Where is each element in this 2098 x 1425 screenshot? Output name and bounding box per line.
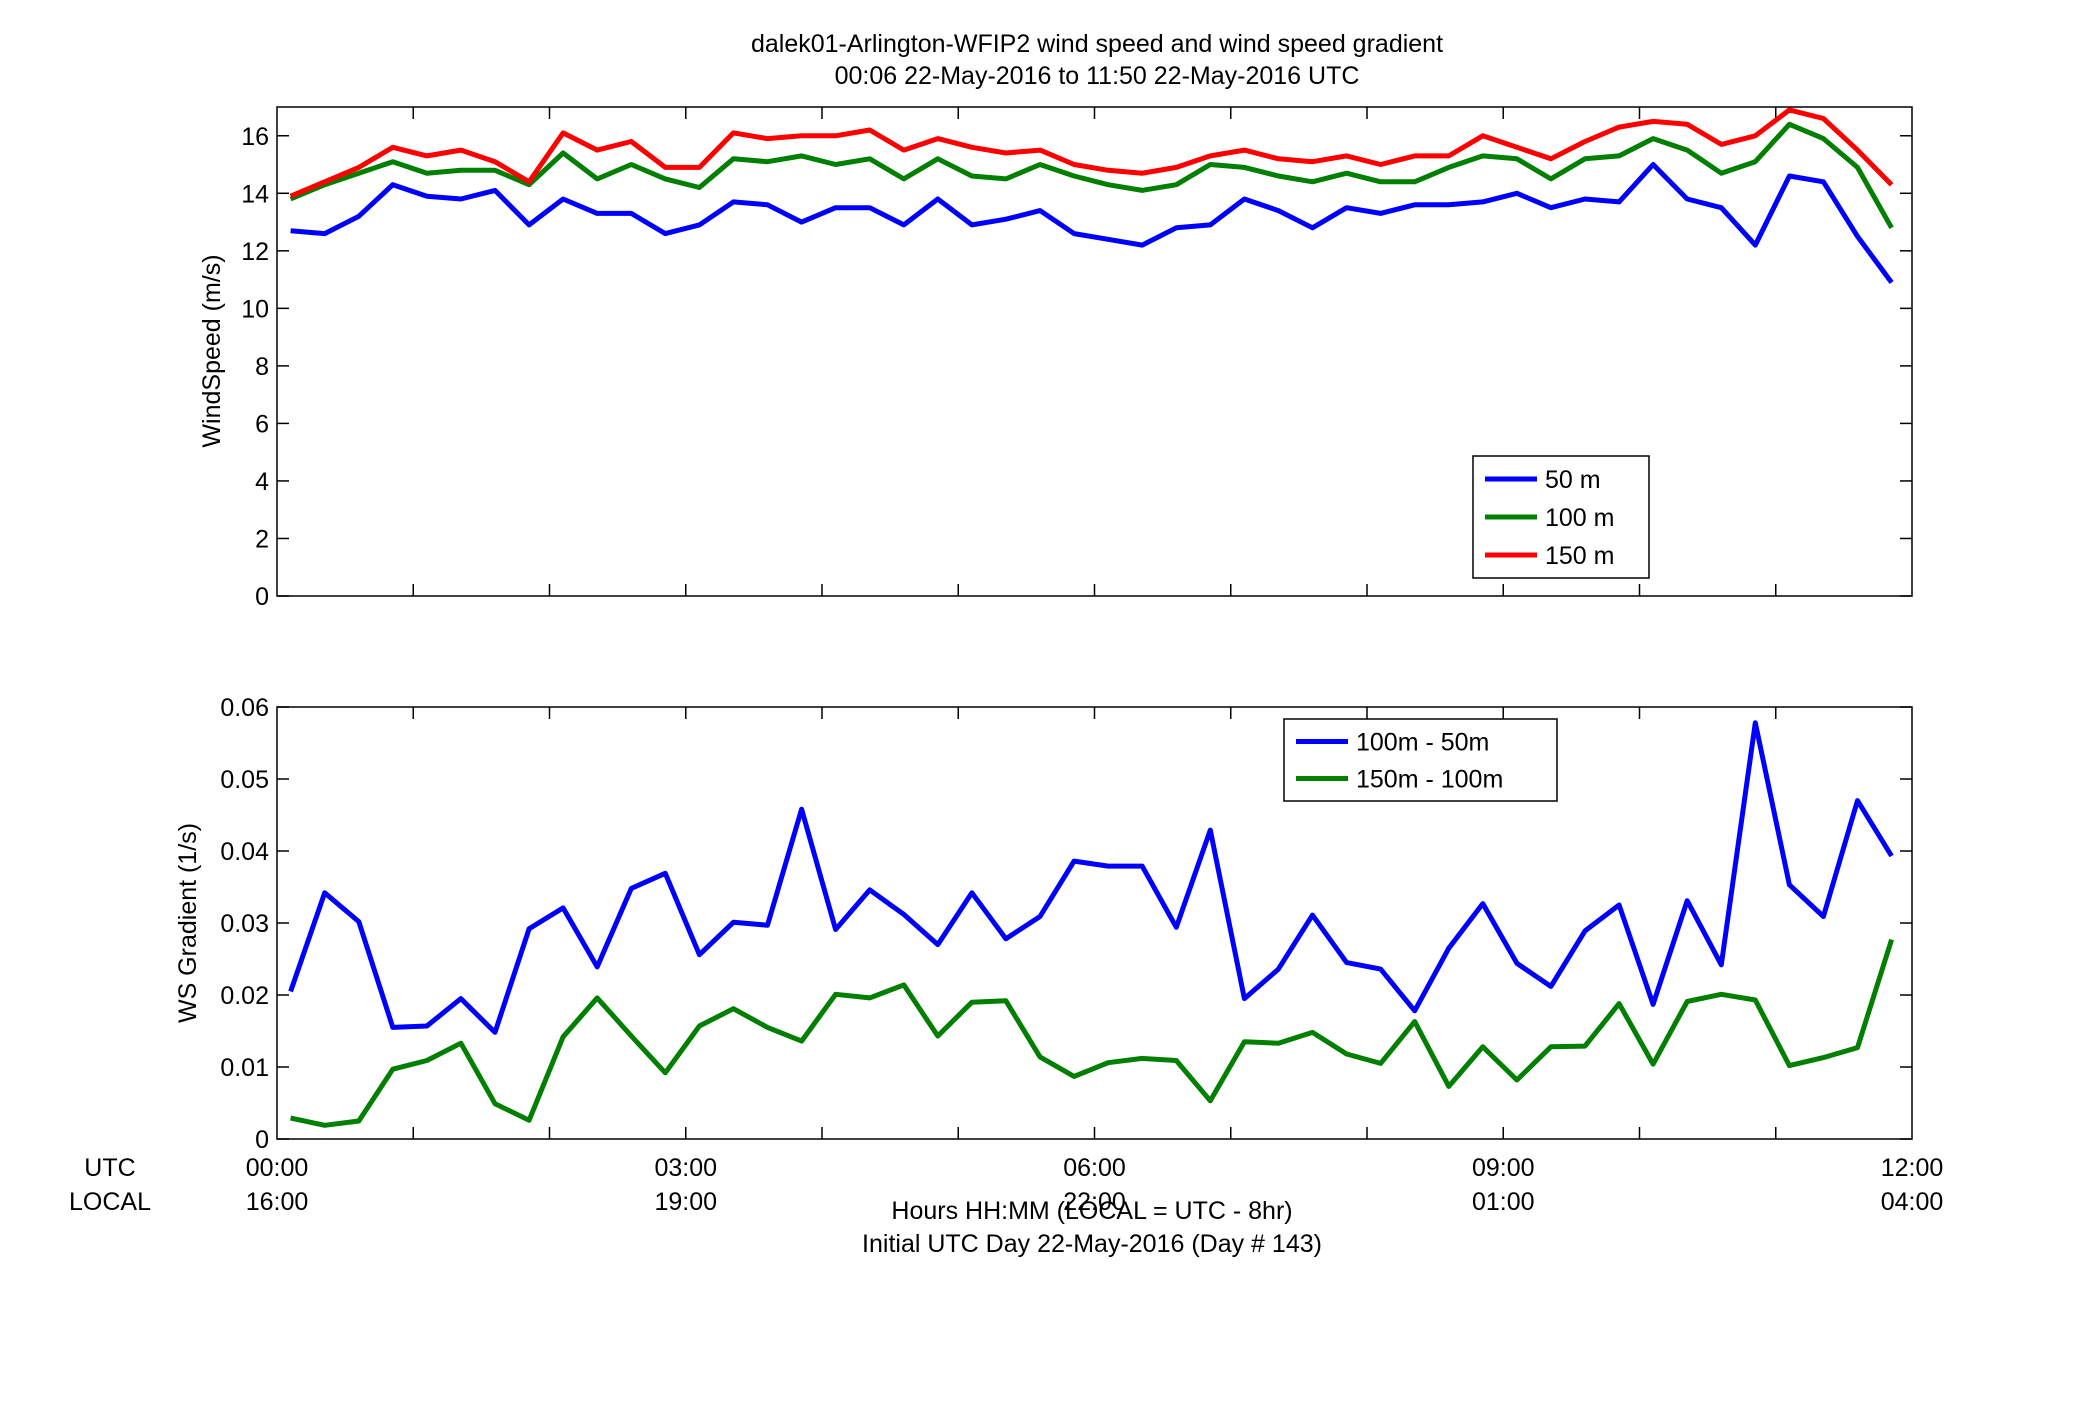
x-tick-label-local: 04:00 [1881,1188,1944,1216]
gradient-ytick-label: 0 [255,1126,269,1154]
gradient-ytick-label: 0.03 [220,910,269,938]
gradient-ytick-label: 0.04 [220,838,269,866]
windspeed-legend-label-150-m: 150 m [1545,542,1614,570]
windspeed-series-100-m [289,121,1894,230]
x-tick-label-utc: 03:00 [654,1154,717,1182]
windspeed-ytick-label: 2 [255,525,269,553]
x-axis-label-line2: Initial UTC Day 22-May-2016 (Day # 143) [862,1230,1322,1258]
gradient-ytick-label: 0.06 [220,694,269,722]
utc-row-label: UTC [84,1154,135,1182]
gradient-plot-frame [276,706,1913,1140]
gradient-ytick-label: 0.05 [220,766,269,794]
gradient-ticks: 0 0.01 0.02 0.03 0.04 0.05 0.06 [220,694,1912,1154]
windspeed-ytick-label: 6 [255,410,269,438]
x-tick-label-utc: 12:00 [1881,1154,1944,1182]
windspeed-ticks: 0 2 4 6 8 10 12 14 16 [241,107,1912,611]
gradient-y-axis-label: WS Gradient (1/s) [174,823,202,1023]
x-axis-label-line1: Hours HH:MM (LOCAL = UTC - 8hr) [891,1197,1292,1225]
windspeed-y-axis-label: WindSpeed (m/s) [198,254,226,447]
windspeed-legend-label-50-m: 50 m [1545,466,1601,494]
local-row-label: LOCAL [69,1188,151,1216]
windspeed-series-50-m [290,162,1894,284]
gradient-legend-label-150m-100m: 150m - 100m [1356,766,1503,794]
windspeed-ytick-label: 16 [241,123,269,151]
gradient-ytick-label: 0.02 [220,982,269,1010]
gradient-legend: 100m - 50m 150m - 100m [1283,718,1558,802]
gradient-ytick-label: 0.01 [220,1054,269,1082]
windspeed-legend: 50 m 100 m 150 m [1472,455,1650,579]
chart-title-line2: 00:06 22-May-2016 to 11:50 22-May-2016 U… [835,62,1360,90]
windspeed-ytick-label: 12 [241,238,269,266]
windspeed-ytick-label: 4 [255,468,269,496]
x-tick-label-local: 22:00 [1063,1188,1126,1216]
windspeed-legend-label-100-m: 100 m [1545,504,1614,532]
gradient-series-100m-50m [288,720,1894,1035]
windspeed-panel: 0 2 4 6 8 10 12 14 16 WindSpeed (m/s) 50 m 100 m 1… [198,106,1913,611]
x-tick-labels: 00:00 16:00 03:00 19:00 06:00 22:00 09:00 01:00… [246,1154,1944,1216]
x-tick-label-utc: 09:00 [1472,1154,1535,1182]
chart-title-line1: dalek01-Arlington-WFIP2 wind speed and w… [751,30,1443,58]
gradient-series-lines [288,720,1894,1128]
windspeed-ytick-label: 10 [241,295,269,323]
windspeed-ytick-label: 8 [255,353,269,381]
x-tick-label-local: 19:00 [654,1188,717,1216]
gradient-panel: 0 0.01 0.02 0.03 0.04 0.05 0.06 WS Gradient (1… [174,694,1913,1154]
gradient-legend-label-100m-50m: 100m - 50m [1356,729,1489,757]
x-tick-label-local: 16:00 [246,1188,309,1216]
windspeed-ytick-label: 0 [255,583,269,611]
x-tick-label-local: 01:00 [1472,1188,1535,1216]
windspeed-series-lines [289,107,1894,284]
gradient-series-150m-100m [290,938,1894,1128]
x-tick-label-utc: 00:00 [246,1154,309,1182]
windspeed-ytick-label: 14 [241,180,269,208]
gradient-legend-box [1283,718,1558,802]
windspeed-series-150-m [289,107,1894,199]
x-tick-label-utc: 06:00 [1063,1154,1126,1182]
